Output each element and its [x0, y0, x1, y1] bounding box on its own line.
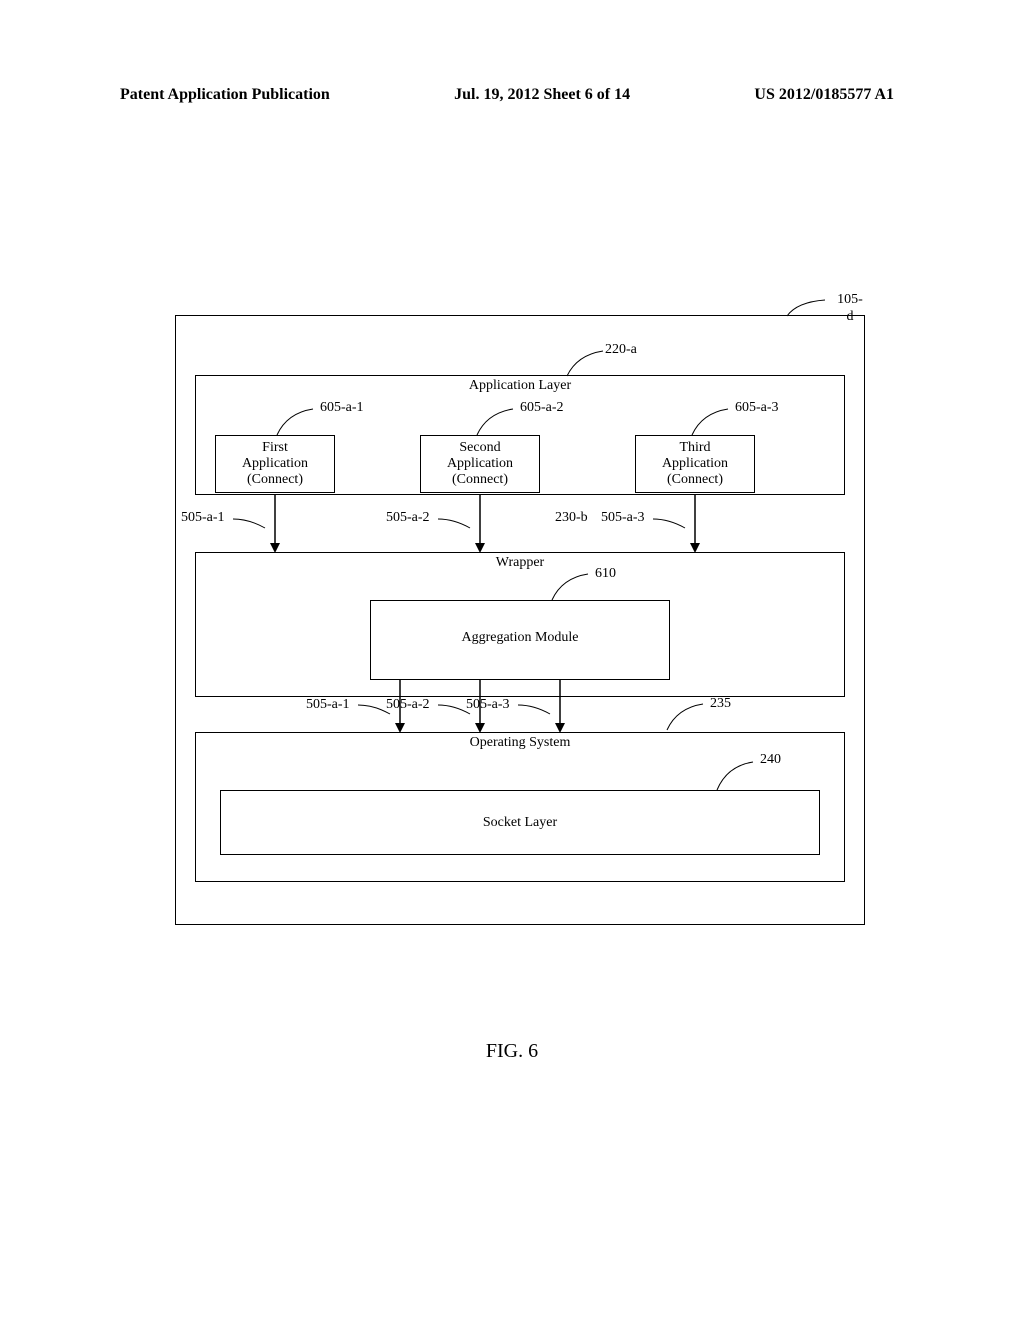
leader-505a3-bot: [516, 702, 554, 716]
figure-caption: FIG. 6: [0, 1040, 1024, 1063]
ref-105d: 105-d: [835, 292, 865, 326]
diagram: 105-d Application Layer 220-a First Appl…: [175, 300, 865, 930]
app1-l2: Application: [242, 456, 308, 471]
ref-505a3-bot: 505-a-3: [466, 697, 510, 714]
leader-610: [550, 572, 595, 602]
ref-505a1-bot: 505-a-1: [306, 697, 350, 714]
ref-240: 240: [760, 752, 781, 769]
app1-l3: (Connect): [247, 472, 303, 487]
header-center: Jul. 19, 2012 Sheet 6 of 14: [454, 86, 630, 104]
leader-505a2-top: [436, 516, 474, 530]
ref-505a1-top: 505-a-1: [181, 510, 225, 527]
ref-505a2-top: 505-a-2: [386, 510, 430, 527]
app1-box: First Application (Connect): [215, 435, 335, 493]
app3-l1: Third: [679, 440, 710, 455]
ref-505a3-top: 505-a-3: [601, 510, 645, 527]
app3-box: Third Application (Connect): [635, 435, 755, 493]
app2-box: Second Application (Connect): [420, 435, 540, 493]
app3-l3: (Connect): [667, 472, 723, 487]
leader-240: [715, 760, 760, 792]
leader-605a1: [275, 407, 320, 437]
app1-l1: First: [262, 440, 288, 455]
wrapper-title: Wrapper: [195, 555, 845, 572]
app2-l2: Application: [447, 456, 513, 471]
leader-220a: [565, 349, 610, 379]
app2-l3: (Connect): [452, 472, 508, 487]
socket-title: Socket Layer: [220, 815, 820, 832]
leader-605a3: [690, 407, 735, 437]
ref-610: 610: [595, 566, 616, 583]
ref-220a: 220-a: [605, 342, 637, 359]
leader-505a1-top: [231, 516, 269, 530]
leader-505a3-top: [651, 516, 689, 530]
leader-605a2: [475, 407, 520, 437]
page-header: Patent Application Publication Jul. 19, …: [120, 86, 894, 104]
leader-105d: [785, 298, 835, 323]
app-layer-title: Application Layer: [195, 378, 845, 395]
ref-605a3: 605-a-3: [735, 400, 779, 417]
os-title: Operating System: [195, 735, 845, 752]
agg-module-title: Aggregation Module: [370, 630, 670, 647]
ref-230b: 230-b: [555, 510, 588, 527]
header-left: Patent Application Publication: [120, 86, 330, 104]
leader-235: [665, 702, 710, 732]
ref-605a2: 605-a-2: [520, 400, 564, 417]
ref-505a2-bot: 505-a-2: [386, 697, 430, 714]
app3-l2: Application: [662, 456, 728, 471]
ref-605a1: 605-a-1: [320, 400, 364, 417]
ref-235: 235: [710, 696, 731, 713]
app2-l1: Second: [459, 440, 500, 455]
header-right: US 2012/0185577 A1: [754, 86, 894, 104]
